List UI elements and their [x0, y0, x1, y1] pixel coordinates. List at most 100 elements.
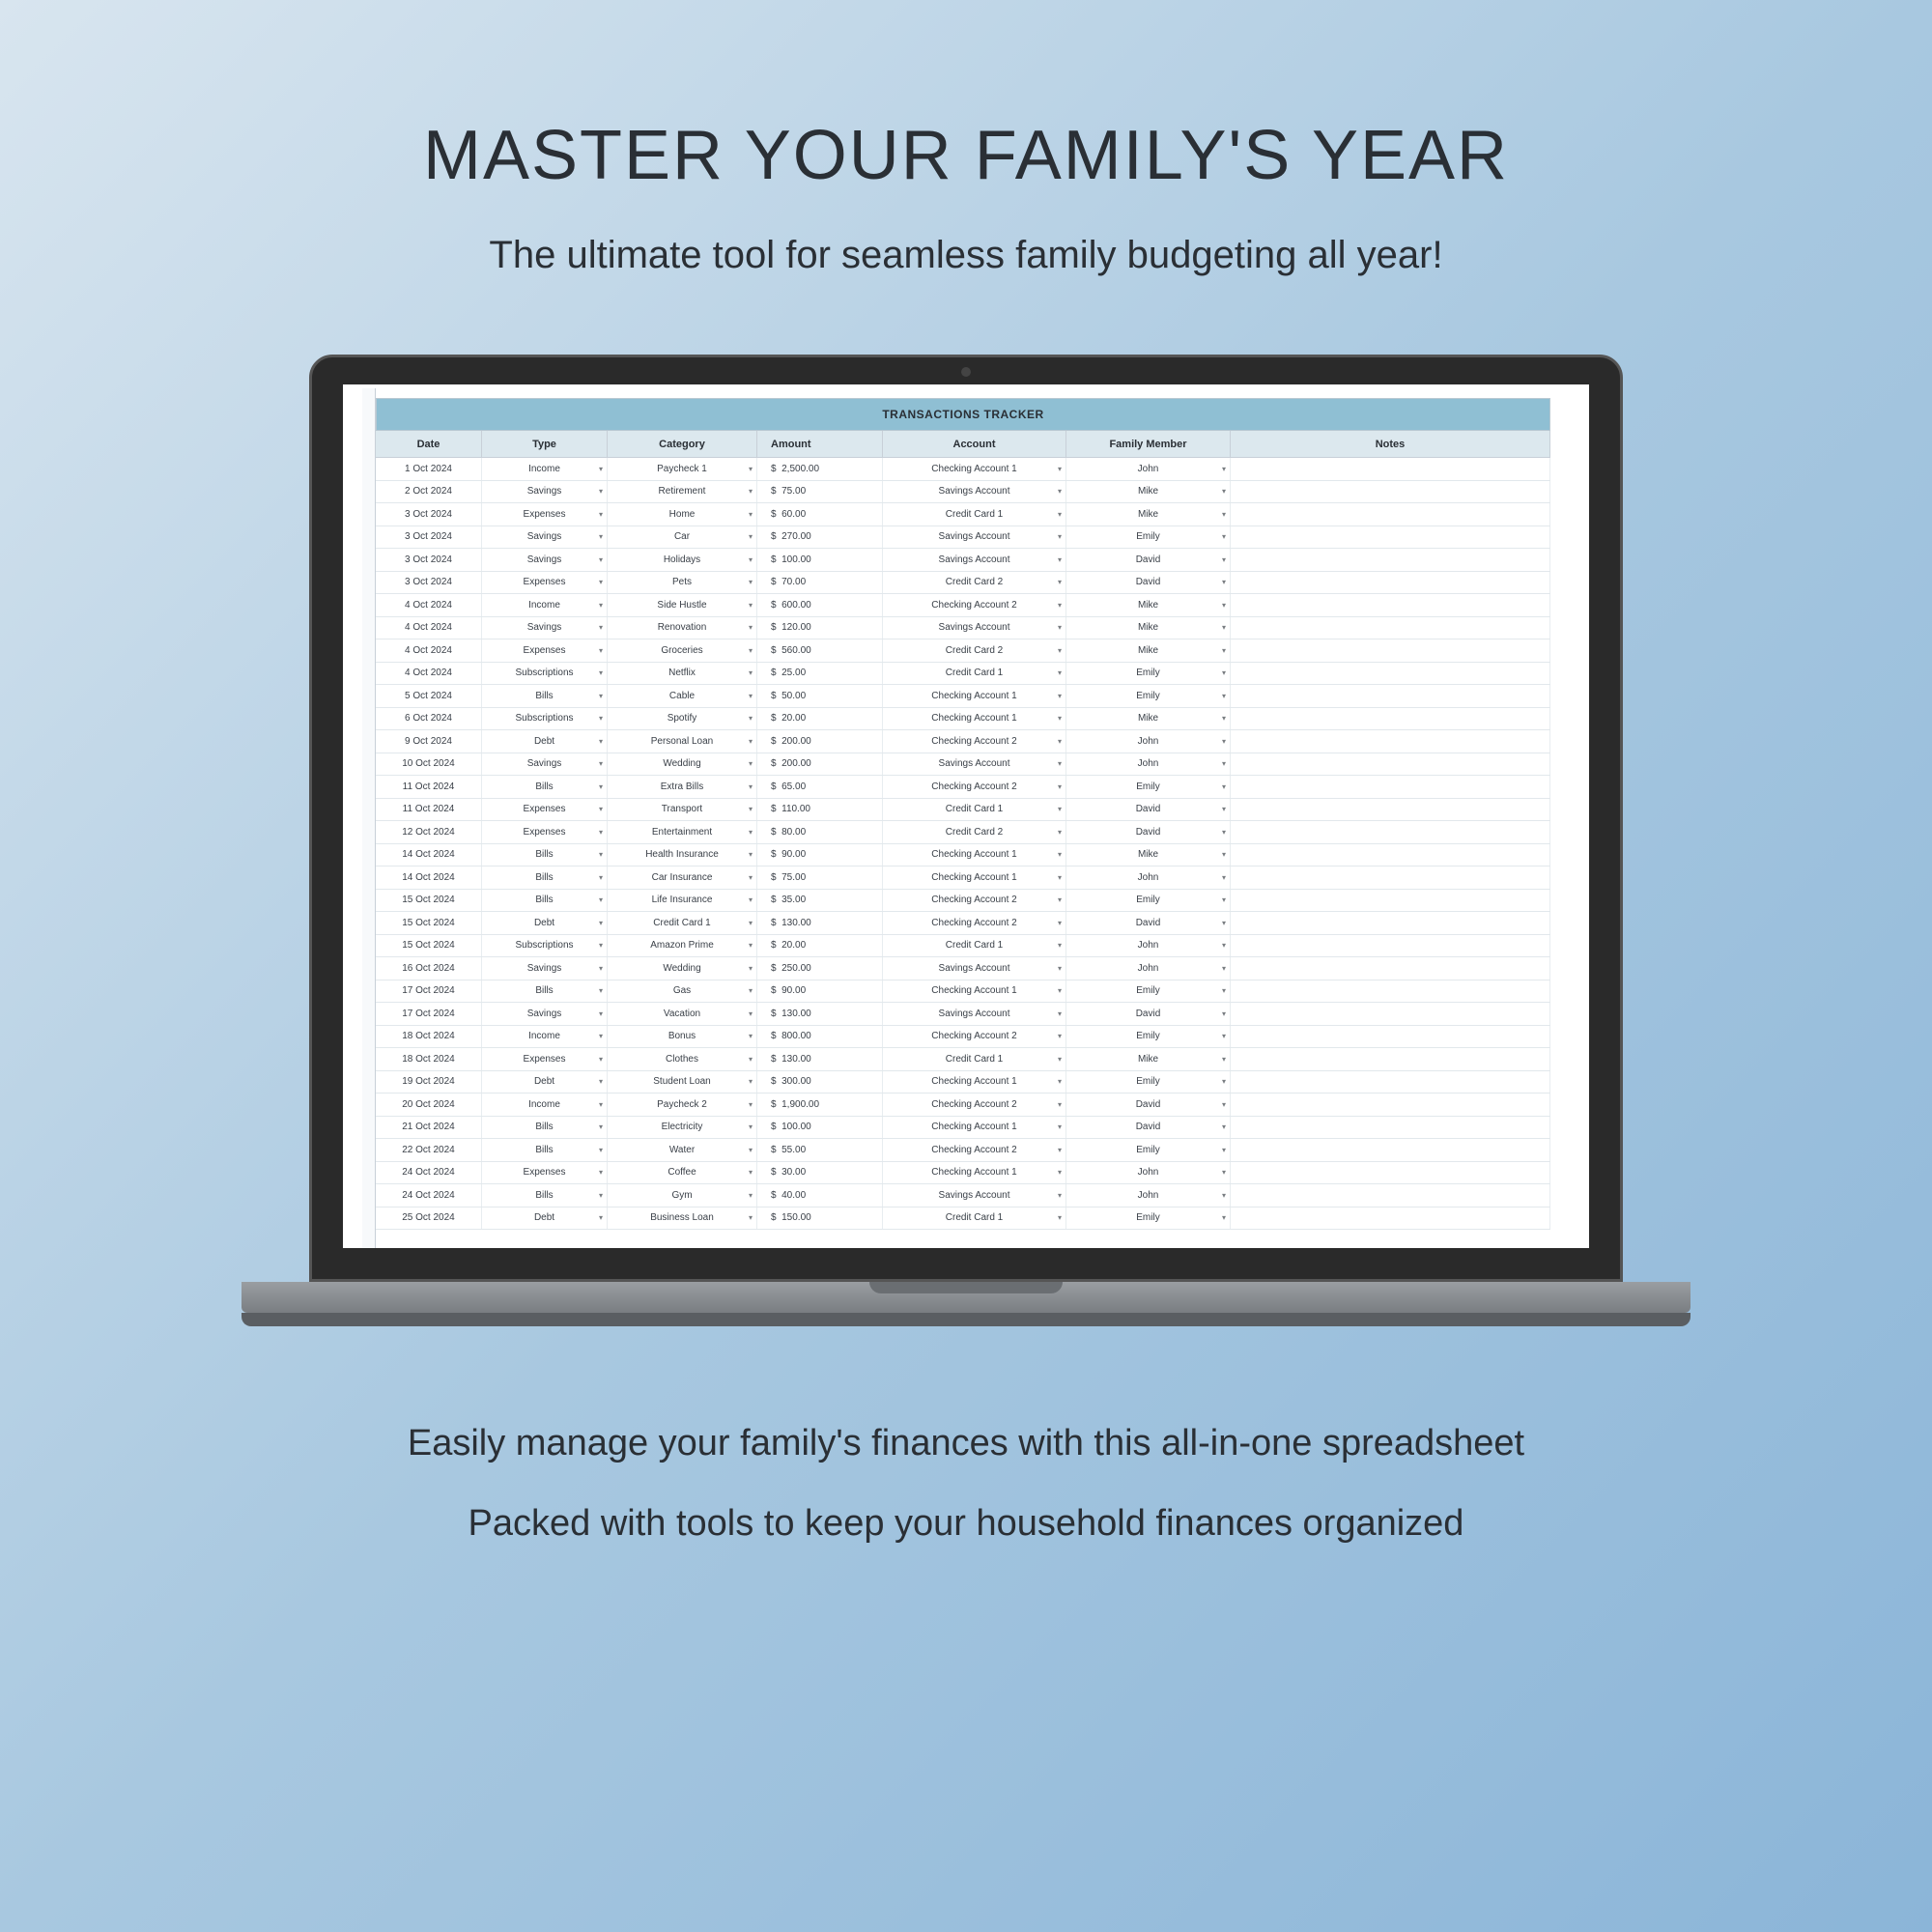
chevron-down-icon[interactable]: ▾	[1058, 1213, 1062, 1222]
cell-date[interactable]: 18 Oct 2024	[376, 1048, 482, 1070]
chevron-down-icon[interactable]: ▾	[749, 805, 753, 813]
cell-member[interactable]: John▾	[1066, 1162, 1231, 1184]
chevron-down-icon[interactable]: ▾	[599, 941, 603, 950]
cell-notes[interactable]	[1231, 594, 1550, 616]
table-row[interactable]: 20 Oct 2024Income▾Paycheck 2▾$ 1,900.00C…	[376, 1094, 1550, 1117]
chevron-down-icon[interactable]: ▾	[599, 668, 603, 677]
cell-category[interactable]: Paycheck 2▾	[608, 1094, 757, 1116]
cell-type[interactable]: Income▾	[482, 458, 608, 480]
table-row[interactable]: 24 Oct 2024Bills▾Gym▾$ 40.00Savings Acco…	[376, 1184, 1550, 1208]
table-row[interactable]: 2 Oct 2024Savings▾Retirement▾$ 75.00Savi…	[376, 481, 1550, 504]
cell-type[interactable]: Expenses▾	[482, 503, 608, 526]
cell-type[interactable]: Expenses▾	[482, 821, 608, 843]
chevron-down-icon[interactable]: ▾	[1058, 737, 1062, 746]
cell-amount[interactable]: $ 110.00	[757, 799, 883, 821]
table-row[interactable]: 4 Oct 2024Savings▾Renovation▾$ 120.00Sav…	[376, 617, 1550, 640]
cell-date[interactable]: 22 Oct 2024	[376, 1139, 482, 1161]
cell-notes[interactable]	[1231, 912, 1550, 934]
chevron-down-icon[interactable]: ▾	[1222, 737, 1226, 746]
cell-type[interactable]: Savings▾	[482, 617, 608, 639]
cell-category[interactable]: Water▾	[608, 1139, 757, 1161]
cell-amount[interactable]: $ 100.00	[757, 1117, 883, 1139]
chevron-down-icon[interactable]: ▾	[1222, 1191, 1226, 1200]
table-row[interactable]: 15 Oct 2024Debt▾Credit Card 1▾$ 130.00Ch…	[376, 912, 1550, 935]
cell-category[interactable]: Business Loan▾	[608, 1208, 757, 1230]
cell-member[interactable]: John▾	[1066, 867, 1231, 889]
cell-date[interactable]: 14 Oct 2024	[376, 844, 482, 867]
cell-member[interactable]: David▾	[1066, 821, 1231, 843]
table-row[interactable]: 9 Oct 2024Debt▾Personal Loan▾$ 200.00Che…	[376, 730, 1550, 753]
chevron-down-icon[interactable]: ▾	[749, 692, 753, 700]
chevron-down-icon[interactable]: ▾	[1222, 964, 1226, 973]
cell-category[interactable]: Home▾	[608, 503, 757, 526]
chevron-down-icon[interactable]: ▾	[1058, 828, 1062, 837]
cell-notes[interactable]	[1231, 685, 1550, 707]
chevron-down-icon[interactable]: ▾	[1058, 986, 1062, 995]
chevron-down-icon[interactable]: ▾	[749, 1168, 753, 1177]
cell-amount[interactable]: $ 800.00	[757, 1026, 883, 1048]
chevron-down-icon[interactable]: ▾	[749, 1032, 753, 1040]
chevron-down-icon[interactable]: ▾	[599, 487, 603, 496]
cell-notes[interactable]	[1231, 1094, 1550, 1116]
cell-category[interactable]: Electricity▾	[608, 1117, 757, 1139]
cell-type[interactable]: Subscriptions▾	[482, 708, 608, 730]
chevron-down-icon[interactable]: ▾	[1222, 714, 1226, 723]
cell-amount[interactable]: $ 20.00	[757, 708, 883, 730]
cell-category[interactable]: Life Insurance▾	[608, 890, 757, 912]
cell-type[interactable]: Debt▾	[482, 912, 608, 934]
cell-date[interactable]: 17 Oct 2024	[376, 980, 482, 1003]
chevron-down-icon[interactable]: ▾	[1222, 646, 1226, 655]
cell-member[interactable]: Emily▾	[1066, 776, 1231, 798]
col-member[interactable]: Family Member	[1066, 431, 1231, 457]
table-row[interactable]: 18 Oct 2024Income▾Bonus▾$ 800.00Checking…	[376, 1026, 1550, 1049]
cell-date[interactable]: 4 Oct 2024	[376, 663, 482, 685]
chevron-down-icon[interactable]: ▾	[599, 510, 603, 519]
cell-amount[interactable]: $ 80.00	[757, 821, 883, 843]
chevron-down-icon[interactable]: ▾	[1222, 895, 1226, 904]
chevron-down-icon[interactable]: ▾	[749, 623, 753, 632]
cell-amount[interactable]: $ 30.00	[757, 1162, 883, 1184]
cell-category[interactable]: Clothes▾	[608, 1048, 757, 1070]
table-row[interactable]: 15 Oct 2024Bills▾Life Insurance▾$ 35.00C…	[376, 890, 1550, 913]
table-row[interactable]: 22 Oct 2024Bills▾Water▾$ 55.00Checking A…	[376, 1139, 1550, 1162]
cell-notes[interactable]	[1231, 663, 1550, 685]
cell-notes[interactable]	[1231, 799, 1550, 821]
cell-date[interactable]: 4 Oct 2024	[376, 639, 482, 662]
cell-category[interactable]: Pets▾	[608, 572, 757, 594]
cell-date[interactable]: 24 Oct 2024	[376, 1162, 482, 1184]
cell-category[interactable]: Health Insurance▾	[608, 844, 757, 867]
chevron-down-icon[interactable]: ▾	[599, 1191, 603, 1200]
chevron-down-icon[interactable]: ▾	[1222, 510, 1226, 519]
cell-notes[interactable]	[1231, 1208, 1550, 1230]
chevron-down-icon[interactable]: ▾	[599, 895, 603, 904]
chevron-down-icon[interactable]: ▾	[1058, 759, 1062, 768]
cell-date[interactable]: 14 Oct 2024	[376, 867, 482, 889]
cell-account[interactable]: Checking Account 1▾	[883, 867, 1066, 889]
cell-date[interactable]: 20 Oct 2024	[376, 1094, 482, 1116]
cell-amount[interactable]: $ 300.00	[757, 1071, 883, 1094]
table-row[interactable]: 18 Oct 2024Expenses▾Clothes▾$ 130.00Cred…	[376, 1048, 1550, 1071]
cell-notes[interactable]	[1231, 1048, 1550, 1070]
cell-date[interactable]: 4 Oct 2024	[376, 594, 482, 616]
cell-member[interactable]: John▾	[1066, 1184, 1231, 1207]
cell-member[interactable]: David▾	[1066, 1117, 1231, 1139]
chevron-down-icon[interactable]: ▾	[1222, 1032, 1226, 1040]
cell-account[interactable]: Checking Account 2▾	[883, 594, 1066, 616]
cell-amount[interactable]: $ 600.00	[757, 594, 883, 616]
cell-type[interactable]: Bills▾	[482, 844, 608, 867]
chevron-down-icon[interactable]: ▾	[599, 850, 603, 859]
cell-member[interactable]: Mike▾	[1066, 639, 1231, 662]
cell-type[interactable]: Expenses▾	[482, 799, 608, 821]
cell-notes[interactable]	[1231, 980, 1550, 1003]
cell-amount[interactable]: $ 35.00	[757, 890, 883, 912]
cell-category[interactable]: Gas▾	[608, 980, 757, 1003]
cell-account[interactable]: Checking Account 1▾	[883, 1117, 1066, 1139]
chevron-down-icon[interactable]: ▾	[1058, 919, 1062, 927]
cell-amount[interactable]: $ 120.00	[757, 617, 883, 639]
col-notes[interactable]: Notes	[1231, 431, 1550, 457]
cell-category[interactable]: Student Loan▾	[608, 1071, 757, 1094]
chevron-down-icon[interactable]: ▾	[599, 782, 603, 791]
table-row[interactable]: 15 Oct 2024Subscriptions▾Amazon Prime▾$ …	[376, 935, 1550, 958]
cell-date[interactable]: 12 Oct 2024	[376, 821, 482, 843]
cell-member[interactable]: John▾	[1066, 458, 1231, 480]
